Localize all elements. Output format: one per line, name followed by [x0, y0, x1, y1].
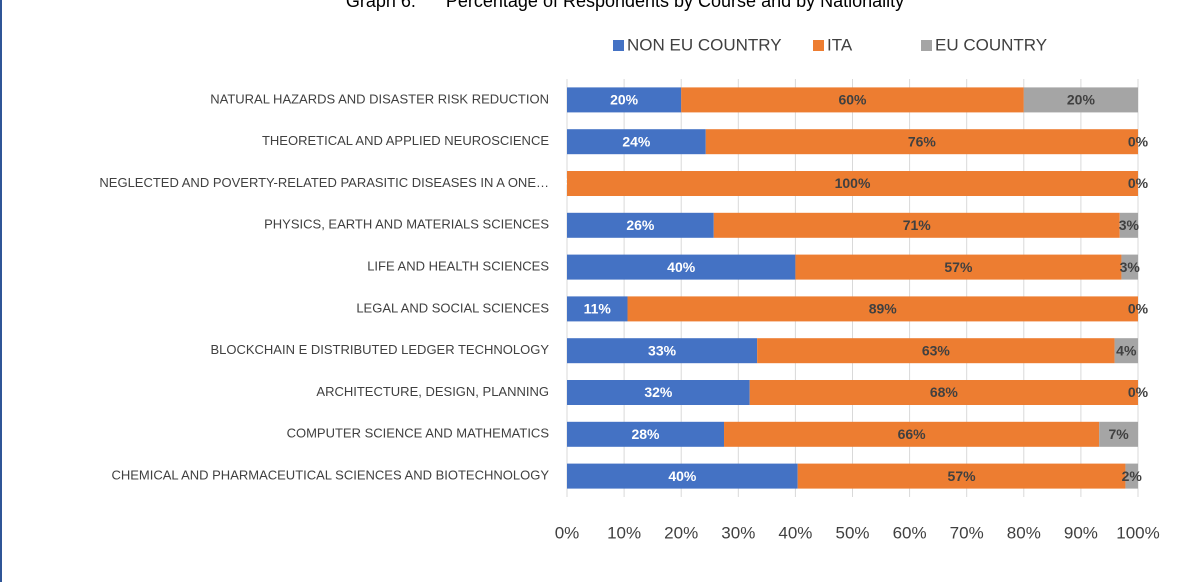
y-tick-label: THEORETICAL AND APPLIED NEUROSCIENCE	[262, 133, 549, 148]
data-label: 66%	[898, 426, 927, 442]
x-tick-label: 70%	[950, 523, 984, 542]
data-label: 63%	[922, 342, 951, 358]
y-tick-label: LIFE AND HEALTH SCIENCES	[367, 259, 549, 274]
data-label: 11%	[584, 301, 612, 317]
data-label: 57%	[948, 468, 977, 484]
data-label: 7%	[1108, 426, 1129, 442]
x-tick-label: 10%	[607, 523, 641, 542]
bar-segment	[567, 380, 750, 405]
x-tick-label: 0%	[555, 523, 580, 542]
bar-segment	[567, 254, 796, 280]
bar-segment	[567, 212, 714, 238]
data-label: 89%	[869, 301, 898, 317]
bar-segment	[1121, 254, 1138, 280]
bar-segment	[627, 296, 1138, 322]
data-label: 26%	[626, 217, 655, 233]
bar-segment	[1023, 87, 1138, 113]
x-tick-label: 60%	[893, 523, 927, 542]
bar-segment	[567, 87, 682, 113]
y-tick-label: ARCHITECTURE, DESIGN, PLANNING	[316, 384, 549, 399]
data-label: 60%	[838, 92, 867, 108]
x-tick-label: 50%	[835, 523, 869, 542]
x-tick-label: 80%	[1007, 523, 1041, 542]
data-label: 24%	[622, 133, 651, 149]
bar-segment	[567, 129, 706, 155]
bar-segment	[749, 380, 1138, 405]
data-label: 20%	[1067, 92, 1096, 108]
x-tick-label: 40%	[778, 523, 812, 542]
legend-swatch	[813, 40, 824, 51]
legend-swatch	[613, 40, 624, 51]
bar-segment	[1125, 463, 1138, 489]
legend-label: ITA	[827, 35, 853, 54]
x-tick-label: 100%	[1116, 523, 1159, 542]
data-label: 28%	[631, 426, 660, 442]
bar-segment	[757, 338, 1115, 364]
bar-segment	[1119, 212, 1138, 238]
data-label: 33%	[648, 342, 677, 358]
x-tick-label: 20%	[664, 523, 698, 542]
bar-segment	[567, 296, 628, 322]
data-label: 100%	[835, 175, 871, 191]
chart-title: Graph 6. Percentage of Respondents by Co…	[346, 0, 904, 11]
data-label: 0%	[1128, 384, 1149, 400]
bar-segment	[705, 129, 1138, 155]
legend-swatch	[921, 40, 932, 51]
y-tick-label: LEGAL AND SOCIAL SCIENCES	[356, 300, 549, 315]
bar-segment	[724, 421, 1100, 447]
bar-segment	[797, 463, 1126, 489]
y-tick-label: PHYSICS, EARTH AND MATERIALS SCIENCES	[264, 217, 549, 232]
bar-segment	[1099, 421, 1138, 447]
bar-segment	[1114, 338, 1138, 364]
y-tick-label: BLOCKCHAIN E DISTRIBUTED LEDGER TECHNOLO…	[210, 342, 549, 357]
bar-segment	[567, 338, 758, 364]
data-label: 0%	[1128, 301, 1149, 317]
data-label: 68%	[930, 384, 959, 400]
data-label: 40%	[667, 259, 696, 275]
data-label: 20%	[610, 92, 639, 108]
y-tick-label: COMPUTER SCIENCE AND MATHEMATICS	[287, 426, 550, 441]
data-label: 0%	[1128, 175, 1149, 191]
data-label: 4%	[1116, 342, 1137, 358]
bar-segment	[681, 87, 1024, 113]
legend-label: EU COUNTRY	[935, 35, 1047, 54]
data-label: 0%	[1128, 133, 1149, 149]
bar-segment	[713, 212, 1120, 238]
legend-label: NON EU COUNTRY	[627, 35, 782, 54]
data-label: 57%	[944, 259, 973, 275]
data-label: 32%	[644, 384, 673, 400]
data-label: 3%	[1119, 217, 1140, 233]
x-tick-label: 90%	[1064, 523, 1098, 542]
bar-segment	[567, 463, 798, 489]
data-label: 3%	[1120, 259, 1141, 275]
bar-segment	[795, 254, 1122, 280]
y-tick-label: NEGLECTED AND POVERTY-RELATED PARASITIC …	[99, 175, 549, 190]
y-tick-label: NATURAL HAZARDS AND DISASTER RISK REDUCT…	[210, 91, 549, 106]
data-label: 40%	[668, 468, 697, 484]
data-label: 76%	[908, 133, 937, 149]
y-tick-label: CHEMICAL AND PHARMACEUTICAL SCIENCES AND…	[111, 468, 549, 483]
bar-segment	[567, 421, 725, 447]
data-label: 2%	[1122, 468, 1143, 484]
data-label: 71%	[903, 217, 932, 233]
x-tick-label: 30%	[721, 523, 755, 542]
bar-segment	[567, 171, 1138, 196]
